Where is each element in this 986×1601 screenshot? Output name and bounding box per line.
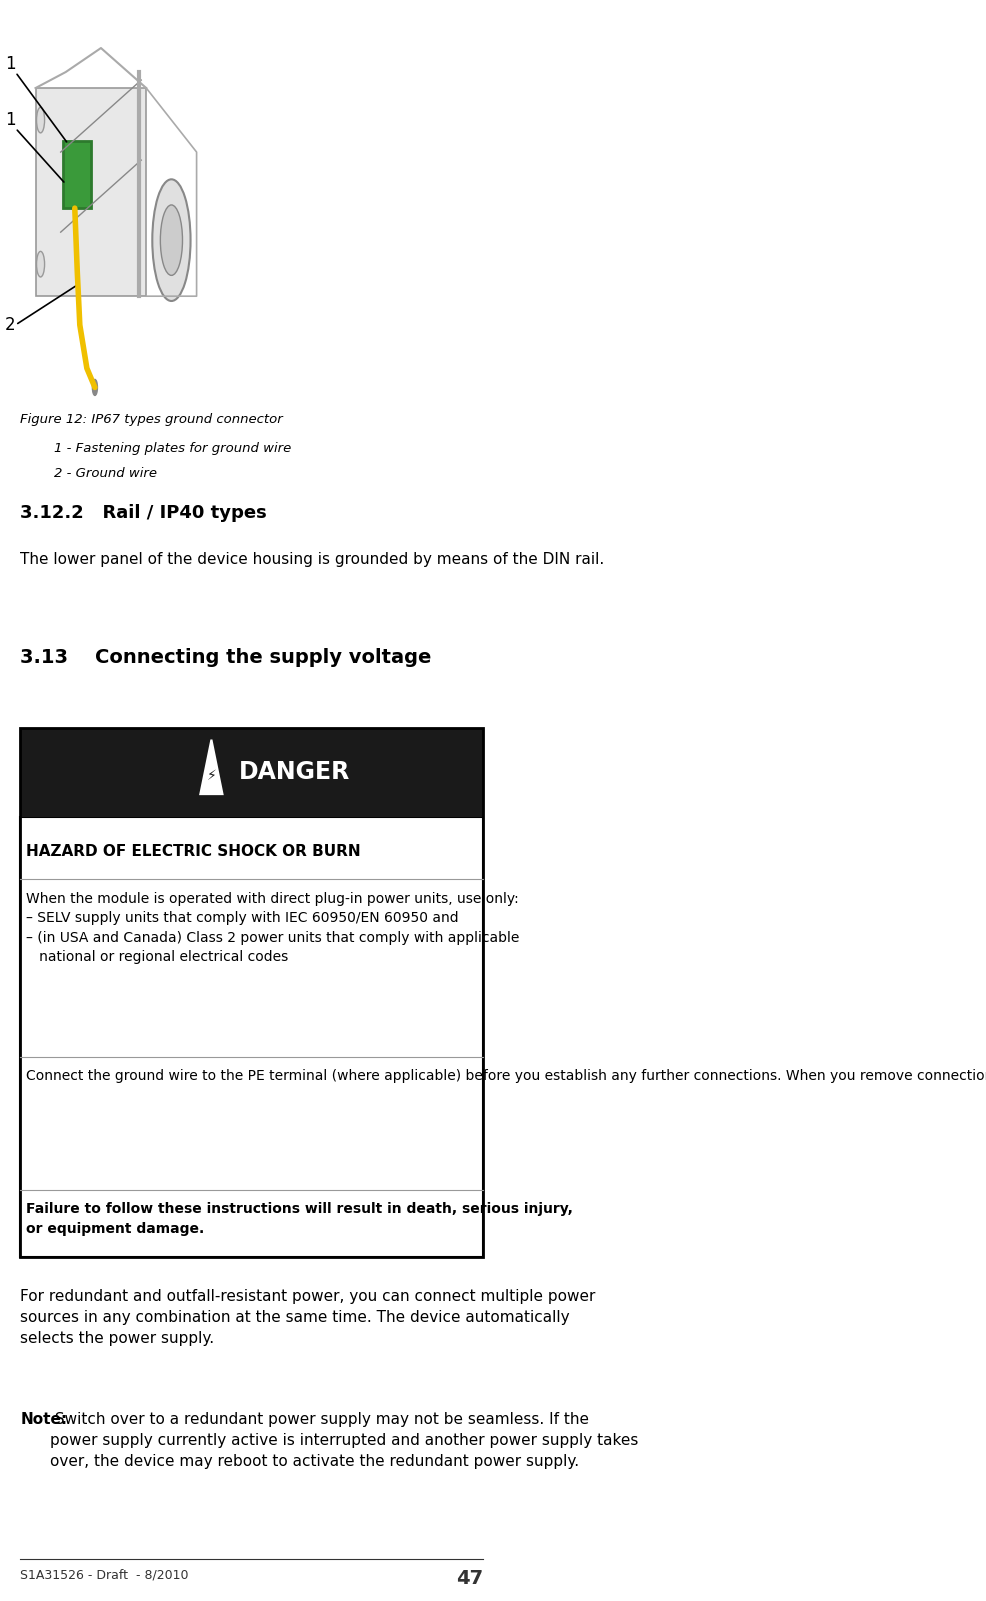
Text: When the module is operated with direct plug-in power units, use only:
– SELV su: When the module is operated with direct … (27, 892, 520, 964)
FancyBboxPatch shape (63, 141, 91, 208)
Text: HAZARD OF ELECTRIC SHOCK OR BURN: HAZARD OF ELECTRIC SHOCK OR BURN (27, 844, 361, 858)
Polygon shape (200, 740, 223, 794)
Circle shape (93, 379, 98, 395)
Text: 3.13    Connecting the supply voltage: 3.13 Connecting the supply voltage (21, 648, 432, 668)
Text: Switch over to a redundant power supply may not be seamless. If the
power supply: Switch over to a redundant power supply … (49, 1412, 638, 1470)
Text: 1: 1 (5, 54, 16, 74)
Text: Figure 12: IP67 types ground connector: Figure 12: IP67 types ground connector (21, 413, 283, 426)
Text: Failure to follow these instructions will result in death, serious injury,
or eq: Failure to follow these instructions wil… (27, 1202, 573, 1236)
FancyBboxPatch shape (35, 88, 146, 296)
Circle shape (152, 179, 190, 301)
Circle shape (36, 251, 44, 277)
FancyBboxPatch shape (21, 728, 483, 817)
Text: 3.12.2   Rail / IP40 types: 3.12.2 Rail / IP40 types (21, 504, 267, 522)
Circle shape (161, 205, 182, 275)
Text: The lower panel of the device housing is grounded by means of the DIN rail.: The lower panel of the device housing is… (21, 552, 604, 567)
Text: 2 - Ground wire: 2 - Ground wire (21, 467, 158, 480)
Text: 2: 2 (5, 315, 16, 335)
Text: 47: 47 (456, 1569, 483, 1588)
Text: 1 - Fastening plates for ground wire: 1 - Fastening plates for ground wire (21, 442, 292, 455)
Text: S1A31526 - Draft  - 8/2010: S1A31526 - Draft - 8/2010 (21, 1569, 189, 1582)
Text: 1: 1 (5, 110, 16, 130)
Text: Connect the ground wire to the PE terminal (where applicable) before you establi: Connect the ground wire to the PE termin… (27, 1069, 986, 1084)
FancyBboxPatch shape (21, 817, 483, 1257)
Text: DANGER: DANGER (239, 760, 350, 783)
Text: For redundant and outfall-resistant power, you can connect multiple power
source: For redundant and outfall-resistant powe… (21, 1289, 596, 1346)
Text: ⚡: ⚡ (206, 770, 216, 783)
Text: Note:: Note: (21, 1412, 68, 1426)
Circle shape (36, 107, 44, 133)
